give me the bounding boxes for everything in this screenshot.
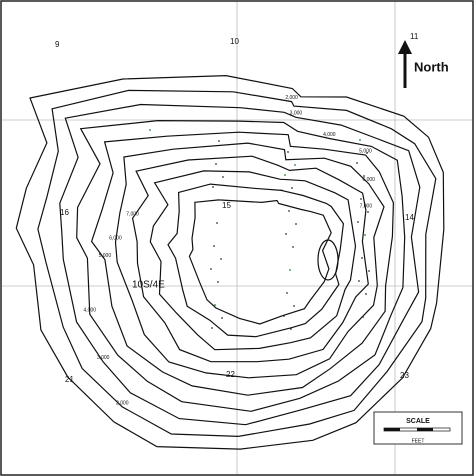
contour-line (37, 89, 437, 438)
well-symbol (362, 316, 364, 318)
well-symbol (215, 163, 217, 165)
well-symbol (288, 210, 290, 212)
contour-label: 6,000 (362, 177, 375, 183)
contour-label: 3,000 (97, 355, 110, 361)
well-symbol (221, 317, 223, 319)
well-symbol (285, 233, 287, 235)
scale-bar-fill (417, 428, 433, 431)
well-symbol (359, 139, 361, 141)
north-arrowhead (398, 40, 412, 54)
contour-label: 4,000 (323, 132, 336, 138)
well-symbol (283, 315, 285, 317)
well-symbol (364, 234, 366, 236)
well-symbol (358, 280, 360, 282)
contour-label: 3,000 (290, 111, 303, 117)
well-symbol (292, 246, 294, 248)
contour-line (114, 142, 385, 379)
contour-label: 4,000 (84, 308, 97, 314)
well-symbol (220, 258, 222, 260)
contour-line (167, 183, 345, 338)
well-symbol (287, 151, 289, 153)
contour-line (149, 170, 357, 351)
contour-line (59, 103, 421, 426)
well-symbol (367, 211, 369, 213)
contour-label: 7,000 (360, 204, 373, 210)
well-symbol (291, 187, 293, 189)
well-symbol (365, 293, 367, 295)
scale-bar-fill (384, 428, 400, 431)
section-number: 21 (65, 375, 74, 384)
north-label: North (414, 59, 449, 74)
well-symbol (216, 222, 218, 224)
well-symbol (213, 245, 215, 247)
section-number: 16 (60, 208, 69, 217)
well-symbol (361, 257, 363, 259)
contour-line (188, 199, 332, 325)
well-symbol (284, 174, 286, 176)
well-symbol (286, 292, 288, 294)
section-number: 22 (226, 370, 235, 379)
well-symbol (210, 268, 212, 270)
contour-line (317, 239, 339, 281)
well-symbol (368, 270, 370, 272)
contour-label: 5,000 (359, 148, 372, 154)
contour-label: 7,000 (126, 212, 139, 218)
contour-label: 6,000 (109, 236, 122, 242)
contours (15, 74, 445, 450)
contour-label: 5,000 (99, 253, 112, 259)
well-symbol (214, 304, 216, 306)
well-symbol (293, 305, 295, 307)
township-label: 10S/4E (132, 280, 165, 291)
well-symbol (363, 175, 365, 177)
section-number: 10 (230, 37, 239, 46)
section-number: 23 (400, 371, 409, 380)
well-symbol (222, 176, 224, 178)
well-symbol (356, 162, 358, 164)
well-symbol (219, 199, 221, 201)
well-symbol (212, 186, 214, 188)
well-symbol (217, 281, 219, 283)
scale-title: SCALE (406, 418, 430, 425)
contour-line (15, 74, 445, 450)
well-symbol (149, 129, 151, 131)
well-symbol (290, 328, 292, 330)
contour-line (76, 119, 406, 412)
scale-unit: FEET (412, 438, 425, 444)
well-symbol (295, 223, 297, 225)
well-symbol (357, 221, 359, 223)
contour-label: 2,000 (116, 400, 129, 406)
well-symbol (218, 140, 220, 142)
contour-line (131, 155, 369, 363)
well-symbol (211, 327, 213, 329)
section-number: 11 (410, 32, 419, 41)
section-number: 15 (222, 201, 231, 210)
well-symbol (289, 269, 291, 271)
section-number: 9 (55, 40, 60, 49)
well-symbol (294, 164, 296, 166)
well-symbol (366, 152, 368, 154)
contour-label: 2,000 (285, 95, 298, 101)
section-number: 14 (405, 213, 414, 222)
well-symbol (360, 198, 362, 200)
contour-line (90, 131, 395, 396)
